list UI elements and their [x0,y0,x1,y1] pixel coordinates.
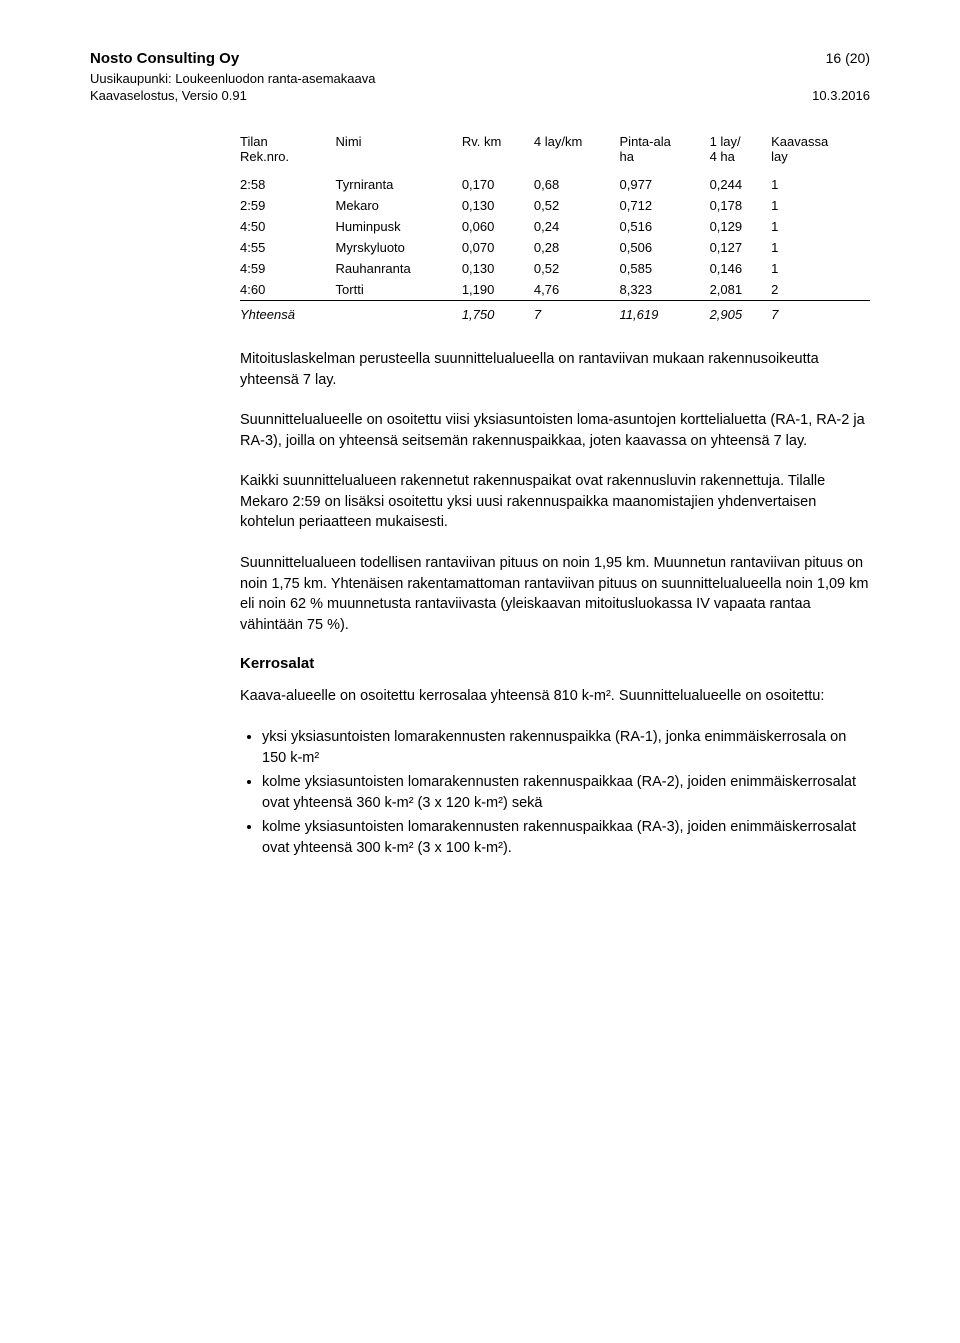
col-header-line2: Rek.nro. [240,149,289,164]
table-cell: 0,712 [620,195,710,216]
page: Nosto Consulting Oy 16 (20) Uusikaupunki… [0,0,960,938]
col-header-line2: lay [771,149,788,164]
list-item: kolme yksiasuntoisten lomarakennusten ra… [262,772,870,813]
table-cell: 0,28 [534,237,620,258]
table-row: 4:55Myrskyluoto0,0700,280,5060,1271 [240,237,870,258]
paragraph: Suunnittelualueelle on osoitettu viisi y… [240,410,870,451]
table-cell: 0,127 [710,237,772,258]
col-header-line1: Tilan [240,134,268,149]
table-cell: 0,24 [534,216,620,237]
table-cell: Mekaro [336,195,462,216]
table-cell: 7 [534,301,620,326]
table-cell: 0,060 [462,216,534,237]
table-cell: 4:50 [240,216,336,237]
col-header-line1: Rv. km [462,134,501,149]
list-item: yksi yksiasuntoisten lomarakennusten rak… [262,727,870,768]
table-cell: 4:59 [240,258,336,279]
table-cell: 1 [771,216,870,237]
table-row: 4:60Tortti1,1904,768,3232,0812 [240,279,870,301]
col-header-line2: 4 ha [710,149,735,164]
table-row: 4:50Huminpusk0,0600,240,5160,1291 [240,216,870,237]
doc-version: Kaavaselostus, Versio 0.91 [90,88,247,103]
table-cell: 2:59 [240,195,336,216]
table-cell: Rauhanranta [336,258,462,279]
col-header: Pinta-ala ha [620,131,710,174]
col-header: 4 lay/km [534,131,620,174]
table-cell: 0,170 [462,174,534,195]
table-cell: 0,52 [534,258,620,279]
table-cell: 8,323 [620,279,710,301]
table-cell: Huminpusk [336,216,462,237]
paragraph: Kaikki suunnittelualueen rakennetut rake… [240,471,870,533]
table-cell: 1 [771,258,870,279]
table-cell: 1 [771,195,870,216]
table-cell: 0,585 [620,258,710,279]
col-header-line1: Pinta-ala [620,134,671,149]
col-header: Kaavassa lay [771,131,870,174]
section-title-kerrosalat: Kerrosalat [240,655,870,672]
table-cell: 0,070 [462,237,534,258]
table-cell: 1 [771,237,870,258]
table-header-row: Tilan Rek.nro. Nimi Rv. km 4 lay/km Pint… [240,131,870,174]
table-cell: 0,178 [710,195,772,216]
list-item: kolme yksiasuntoisten lomarakennusten ra… [262,817,870,858]
doc-date: 10.3.2016 [812,88,870,103]
col-header: Nimi [336,131,462,174]
header-row-1: Nosto Consulting Oy 16 (20) [90,50,870,67]
table-cell: Tortti [336,279,462,301]
table-cell: 0,130 [462,258,534,279]
header-row-2: Uusikaupunki: Loukeenluodon ranta-asemak… [90,71,870,86]
table-cell: 4,76 [534,279,620,301]
header-row-3: Kaavaselostus, Versio 0.91 10.3.2016 [90,88,870,103]
table-row-totals: Yhteensä1,750711,6192,9057 [240,301,870,326]
bullet-list: yksi yksiasuntoisten lomarakennusten rak… [240,727,870,858]
table-cell: Myrskyluoto [336,237,462,258]
table-cell: 2:58 [240,174,336,195]
col-header: Rv. km [462,131,534,174]
page-number: 16 (20) [826,50,870,67]
col-header-line1: 4 lay/km [534,134,582,149]
table-cell: 4:60 [240,279,336,301]
data-table: Tilan Rek.nro. Nimi Rv. km 4 lay/km Pint… [240,131,870,325]
table-cell: 0,244 [710,174,772,195]
table-cell: 0,977 [620,174,710,195]
table-cell: 4:55 [240,237,336,258]
col-header: 1 lay/ 4 ha [710,131,772,174]
col-header-line1: Nimi [336,134,362,149]
table-cell: 2 [771,279,870,301]
table-cell: Yhteensä [240,301,336,326]
table-cell: 0,146 [710,258,772,279]
table-cell [336,301,462,326]
table-cell: 2,081 [710,279,772,301]
company-name: Nosto Consulting Oy [90,50,239,67]
table-row: 2:59Mekaro0,1300,520,7120,1781 [240,195,870,216]
table-cell: Tyrniranta [336,174,462,195]
table-cell: 1 [771,174,870,195]
table-row: 4:59Rauhanranta0,1300,520,5850,1461 [240,258,870,279]
table-cell: 1,190 [462,279,534,301]
table-cell: 0,130 [462,195,534,216]
paragraph: Suunnittelualueen todellisen rantaviivan… [240,553,870,635]
table-cell: 0,68 [534,174,620,195]
table-cell: 7 [771,301,870,326]
col-header-line2: ha [620,149,634,164]
paragraph: Kaava-alueelle on osoitettu kerrosalaa y… [240,686,870,707]
table-cell: 1,750 [462,301,534,326]
content-area: Tilan Rek.nro. Nimi Rv. km 4 lay/km Pint… [240,131,870,858]
paragraph: Mitoituslaskelman perusteella suunnittel… [240,349,870,390]
table-cell: 0,52 [534,195,620,216]
table-cell: 0,129 [710,216,772,237]
table-cell: 2,905 [710,301,772,326]
project-line: Uusikaupunki: Loukeenluodon ranta-asemak… [90,71,375,86]
col-header: Tilan Rek.nro. [240,131,336,174]
col-header-line1: Kaavassa [771,134,828,149]
table-cell: 11,619 [620,301,710,326]
table-cell: 0,516 [620,216,710,237]
table-row: 2:58Tyrniranta0,1700,680,9770,2441 [240,174,870,195]
table-cell: 0,506 [620,237,710,258]
col-header-line1: 1 lay/ [710,134,741,149]
